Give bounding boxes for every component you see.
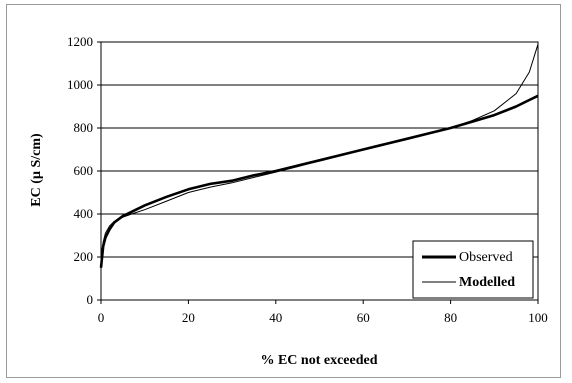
x-tick-label: 40 (269, 310, 282, 325)
legend: Observed Modelled (413, 241, 533, 298)
y-tick-label: 600 (74, 163, 94, 178)
gridlines (101, 85, 538, 257)
y-axis-title: EC (µ S/cm) (29, 133, 44, 207)
y-tick-label: 200 (74, 249, 94, 264)
y-tick-label: 1000 (67, 77, 93, 92)
x-tick-label: 100 (528, 310, 548, 325)
x-axis-title: % EC not exceeded (260, 353, 377, 368)
series-lines (101, 44, 538, 268)
x-tick-label: 80 (444, 310, 457, 325)
y-tick-label: 800 (74, 120, 94, 135)
y-tick-label: 0 (87, 292, 94, 307)
x-tick-label: 60 (357, 310, 370, 325)
y-tick-label: 1200 (67, 34, 93, 49)
legend-label-modelled: Modelled (459, 275, 515, 290)
y-tick-label: 400 (74, 206, 94, 221)
series-line-modelled (101, 44, 538, 257)
x-tick-label: 0 (98, 310, 105, 325)
x-axis-ticks: 0 20 40 60 80 100 (98, 300, 548, 325)
legend-label-observed: Observed (459, 250, 513, 265)
x-tick-label: 20 (182, 310, 195, 325)
y-axis-ticks: 0 200 400 600 800 1000 1200 (67, 34, 101, 307)
